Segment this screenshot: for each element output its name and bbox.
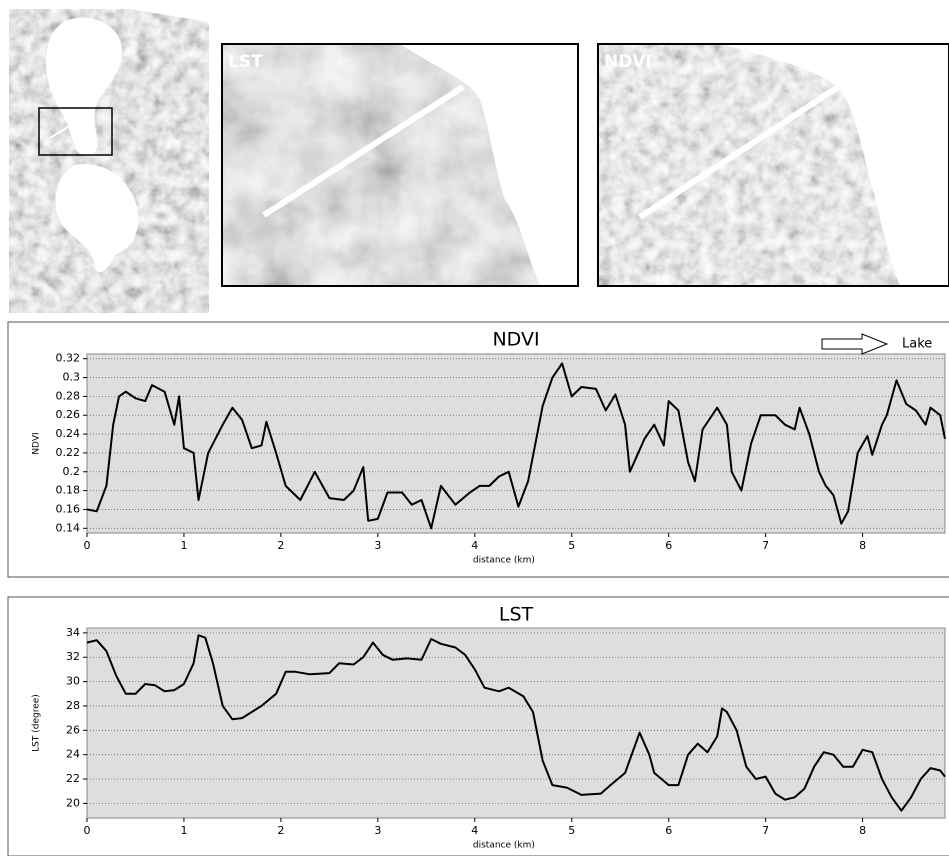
x-tick-label: 1 bbox=[180, 539, 187, 552]
x-tick-label: 6 bbox=[665, 539, 672, 552]
x-tick-label: 6 bbox=[665, 824, 672, 837]
y-tick-label: 24 bbox=[66, 748, 80, 761]
y-tick-label: 0.22 bbox=[56, 446, 81, 459]
annotation: Lake bbox=[902, 337, 932, 352]
y-axis-label: LST (degree) bbox=[32, 694, 42, 752]
y-tick-label: 0.24 bbox=[56, 427, 81, 440]
image-label: NDVI bbox=[604, 52, 652, 72]
y-tick-label: 0.3 bbox=[63, 371, 81, 384]
x-tick-label: 3 bbox=[374, 824, 381, 837]
plot-area bbox=[87, 354, 945, 533]
y-tick-label: 22 bbox=[66, 772, 80, 785]
x-tick-label: 4 bbox=[471, 824, 478, 837]
x-tick-label: 4 bbox=[471, 539, 478, 552]
figure: LST NDVI NDVI 0.14 0.16 0.18 0.2 0.22 0.24 0.26… bbox=[0, 0, 949, 856]
y-tick-label: 0.16 bbox=[56, 502, 81, 515]
ndvi-image: NDVI bbox=[598, 44, 949, 286]
x-tick-label: 3 bbox=[374, 539, 381, 552]
x-axis-label: distance (km) bbox=[473, 841, 535, 851]
y-axis-label: NDVI bbox=[32, 432, 42, 454]
y-tick-label: 0.28 bbox=[56, 389, 81, 402]
lst-image: LST bbox=[222, 44, 578, 286]
x-axis-label: distance (km) bbox=[473, 556, 535, 566]
y-tick-label: 20 bbox=[66, 796, 80, 809]
y-tick-label: 0.14 bbox=[56, 521, 81, 534]
x-tick-label: 7 bbox=[762, 539, 769, 552]
x-tick-label: 1 bbox=[180, 824, 187, 837]
image-label: LST bbox=[228, 52, 263, 72]
x-tick-label: 0 bbox=[84, 824, 91, 837]
plot-area bbox=[87, 628, 945, 818]
y-tick-label: 32 bbox=[66, 650, 80, 663]
y-tick-label: 0.2 bbox=[63, 465, 81, 478]
x-tick-label: 8 bbox=[859, 539, 866, 552]
x-tick-label: 5 bbox=[568, 539, 575, 552]
y-tick-label: 34 bbox=[66, 626, 80, 639]
y-tick-label: 0.26 bbox=[56, 408, 81, 421]
x-tick-label: 2 bbox=[277, 824, 284, 837]
x-tick-label: 5 bbox=[568, 824, 575, 837]
y-tick-label: 28 bbox=[66, 699, 80, 712]
y-tick-label: 0.18 bbox=[56, 484, 81, 497]
chart-title: LST bbox=[499, 604, 534, 626]
y-tick-label: 0.32 bbox=[56, 352, 81, 365]
chart-title: NDVI bbox=[492, 329, 539, 351]
x-tick-label: 8 bbox=[859, 824, 866, 837]
y-tick-label: 26 bbox=[66, 723, 80, 736]
x-tick-label: 0 bbox=[84, 539, 91, 552]
x-tick-label: 7 bbox=[762, 824, 769, 837]
overview-map bbox=[9, 9, 209, 313]
x-tick-label: 2 bbox=[277, 539, 284, 552]
y-tick-label: 30 bbox=[66, 675, 80, 688]
